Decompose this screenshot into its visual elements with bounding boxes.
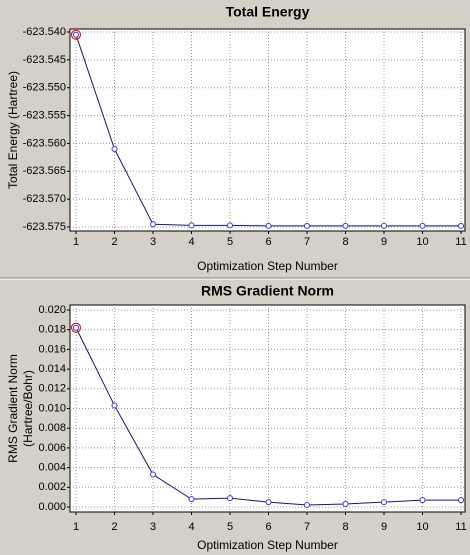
data-point (265, 222, 272, 229)
x-tick-label: 10 (416, 521, 428, 533)
x-tick-label: 10 (416, 236, 428, 248)
data-point (150, 221, 156, 228)
data-point (73, 324, 79, 331)
x-tick-label: 2 (111, 236, 117, 248)
plot-area (69, 28, 466, 232)
data-point (227, 222, 233, 229)
x-tick-label: 9 (381, 236, 387, 248)
selected-point (70, 322, 82, 333)
y-tick-label: 0.004 (38, 462, 66, 474)
x-tick-label: 1 (73, 236, 79, 248)
y-tick-label: 0.014 (38, 363, 66, 375)
x-tick-label: 5 (227, 521, 233, 533)
x-tick-label: 11 (455, 521, 466, 533)
data-point (188, 496, 195, 503)
y-tick-label: -623.540 (23, 26, 66, 38)
x-tick-label: 4 (188, 521, 194, 533)
x-tick-label: 3 (150, 521, 156, 533)
y-tick-label: 0.010 (38, 402, 66, 414)
y-axis-label: RMS Gradient Norm (6, 354, 20, 463)
x-tick-label: 7 (304, 521, 310, 533)
y-tick-label: 0.018 (38, 324, 66, 336)
x-tick-label: 3 (150, 236, 156, 248)
y-tick-label: -623.550 (23, 82, 66, 94)
y-tick-label: -623.570 (23, 193, 66, 205)
data-point (458, 497, 464, 504)
x-tick-label: 6 (265, 521, 271, 533)
y-tick-label: -623.555 (23, 109, 66, 121)
y-tick-label: -623.560 (23, 137, 66, 149)
x-tick-label: 8 (342, 236, 348, 248)
y-tick-label: 0.008 (38, 422, 66, 434)
data-point (188, 222, 195, 229)
y-axis-label: Total Energy (Hartree) (6, 71, 20, 189)
x-tick-label: 9 (381, 521, 387, 533)
x-axis-label: Optimization Step Number (197, 259, 338, 273)
x-axis-label: Optimization Step Number (197, 538, 338, 552)
data-point (342, 222, 349, 229)
data-point (381, 499, 387, 506)
x-tick-label: 4 (188, 236, 194, 248)
data-point (381, 222, 387, 229)
x-tick-label: 8 (342, 521, 348, 533)
y-tick-label: -623.565 (23, 165, 66, 177)
y-tick-label: 0.012 (38, 383, 66, 395)
selected-point (70, 29, 82, 40)
y-axis-label: (Hartree/Bohr) (21, 370, 35, 447)
data-point (227, 495, 233, 502)
y-tick-label: -623.545 (23, 54, 66, 66)
data-point (111, 146, 118, 152)
x-tick-label: 7 (304, 236, 310, 248)
y-tick-label: 0.020 (38, 304, 66, 316)
x-tick-label: 5 (227, 236, 233, 248)
data-point (304, 502, 310, 509)
x-tick-label: 1 (73, 521, 79, 533)
chart-title: Total Energy (226, 4, 310, 20)
data-point (304, 222, 310, 229)
y-tick-label: 0.000 (38, 501, 66, 513)
data-point (150, 471, 156, 478)
data-point (265, 499, 272, 506)
data-point (419, 497, 426, 504)
y-tick-label: 0.002 (38, 481, 66, 493)
chart-title: RMS Gradient Norm (201, 283, 334, 299)
data-point (73, 31, 79, 38)
x-tick-label: 2 (111, 521, 117, 533)
y-tick-label: -623.575 (23, 221, 66, 233)
data-point (111, 402, 118, 409)
y-tick-label: 0.016 (38, 343, 66, 355)
data-point (419, 222, 426, 229)
data-point (342, 501, 349, 508)
x-tick-label: 6 (265, 236, 271, 248)
y-tick-label: 0.006 (38, 442, 66, 454)
x-tick-label: 11 (455, 236, 466, 248)
plot-area (69, 304, 466, 513)
data-point (458, 222, 464, 229)
